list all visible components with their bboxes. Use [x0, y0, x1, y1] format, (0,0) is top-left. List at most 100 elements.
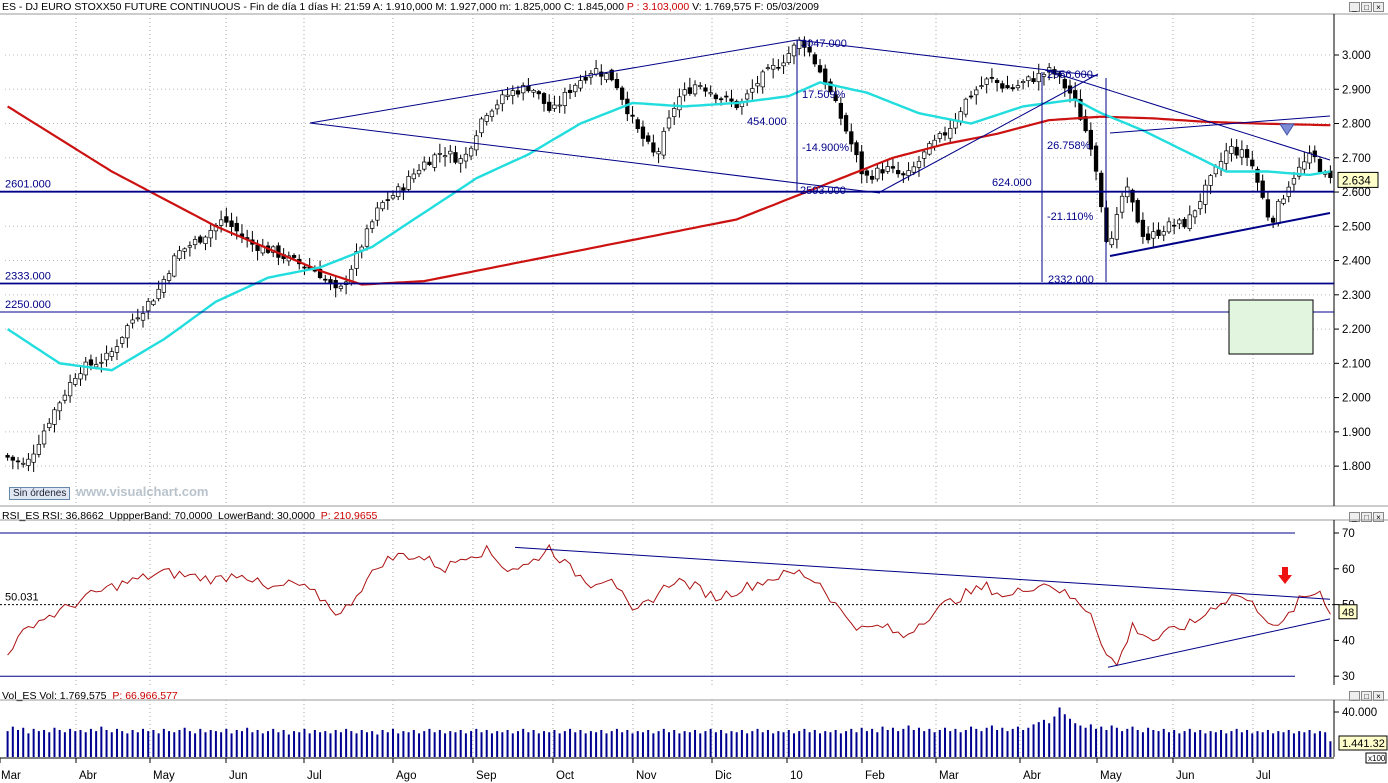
volume-bar — [527, 732, 530, 757]
candle-body — [1073, 90, 1078, 100]
trendline-lower-left — [309, 122, 798, 184]
trendline-lower-right — [796, 182, 881, 194]
rsi-last-label: 48 — [1342, 607, 1354, 619]
volume-bar — [470, 731, 473, 757]
volume-bar — [48, 732, 51, 757]
volume-bar — [808, 732, 811, 757]
candle-body — [83, 361, 88, 376]
candle-body — [515, 90, 521, 95]
candle-body — [729, 98, 734, 102]
rsi-panel-title: RSI_ES RSI: 36,8662 UppperBand: 70,0000 … — [2, 510, 377, 522]
candle-body — [1161, 231, 1166, 236]
candle-body — [807, 46, 812, 53]
volume-bar — [1282, 732, 1285, 757]
support-label-2601: 2601.000 — [5, 179, 51, 191]
candle-body — [724, 95, 729, 98]
candle-body — [750, 88, 755, 93]
candle-body — [1312, 150, 1317, 157]
price-y-tick-label: 2.200 — [1342, 324, 1371, 336]
candle-body — [541, 93, 547, 104]
target-zone-box — [1228, 299, 1314, 355]
candle-body — [198, 236, 203, 243]
rsi-p: P: 210,9655 — [320, 510, 378, 522]
maximize-button[interactable]: □ — [1361, 2, 1372, 12]
volume-bar — [1235, 728, 1238, 757]
candle-body — [1140, 219, 1146, 237]
candle-body — [1187, 214, 1192, 229]
candle-body — [817, 65, 823, 73]
volume-bar — [865, 731, 868, 757]
volume-bar — [178, 730, 181, 757]
volume-bar — [1287, 730, 1290, 757]
volume-bar — [1126, 728, 1129, 757]
close-button[interactable]: × — [1373, 2, 1384, 12]
rsi-maximize-button[interactable]: □ — [1361, 512, 1372, 522]
candle-body — [312, 269, 318, 272]
x-month-label: Jul — [1256, 770, 1271, 782]
candle-body — [1229, 146, 1234, 154]
sin-ordenes-button[interactable]: Sin órdenes — [9, 487, 71, 500]
candle-body — [744, 93, 750, 100]
volume-bar — [100, 726, 103, 757]
candle-body — [838, 102, 844, 119]
x-month-label: Mar — [939, 770, 959, 782]
candle-body — [583, 77, 588, 81]
candle-body — [422, 161, 427, 170]
candle-body — [494, 104, 500, 110]
volume-bar — [1230, 731, 1233, 757]
close-label: C: 1.845,000 — [563, 1, 624, 13]
volume-chart-svg[interactable]: 40.000 1.441.32 x100 Mar Abr May Jun Jul Ago Sep O… — [0, 686, 1388, 783]
volume-bar — [282, 730, 285, 757]
volume-bar — [386, 732, 389, 757]
price-chart-svg[interactable]: 3.000 2.900 2.800 2.700 2.600 2.500 2.400 2.300… — [0, 0, 1388, 507]
volume-bar — [345, 728, 348, 757]
x-month-label: Nov — [636, 770, 657, 782]
volume-bar — [589, 731, 592, 757]
candle-body — [885, 166, 890, 172]
rsi-minimize-button[interactable]: _ — [1349, 512, 1360, 522]
price-panel[interactable]: ES - DJ EURO STOXX50 FUTURE CONTINUOUS -… — [0, 0, 1388, 507]
price-panel-title: ES - DJ EURO STOXX50 FUTURE CONTINUOUS -… — [2, 1, 819, 13]
vol-y-tick-label: 40.000 — [1342, 707, 1377, 719]
minimize-button[interactable]: _ — [1349, 2, 1360, 12]
volume-bar — [626, 730, 629, 757]
candle-body — [218, 219, 224, 226]
volume-panel[interactable]: Vol_ES Vol: 1.769,575 P: 66.966,577 _ □ … — [0, 686, 1388, 783]
candle-body — [375, 207, 380, 221]
volume-bar — [897, 731, 900, 757]
volume-bar — [480, 732, 483, 757]
volume-bar — [891, 727, 894, 757]
candlesticks — [5, 36, 1333, 472]
volume-bar — [647, 730, 650, 757]
x-month-label: Feb — [865, 770, 885, 782]
candle-body — [573, 84, 578, 93]
candle-body — [166, 273, 172, 281]
candle-body — [156, 288, 161, 300]
volume-bar — [490, 733, 493, 757]
trendline-upper-left — [309, 39, 798, 124]
volume-name: Vol_ES Vol: 1.769,575 — [2, 690, 107, 702]
annotation-5: 2956.000 — [1047, 69, 1093, 81]
candle-body — [1307, 152, 1312, 164]
rsi-panel[interactable]: RSI_ES RSI: 36,8662 UppperBand: 70,0000 … — [0, 507, 1388, 686]
candle-body — [1031, 78, 1036, 82]
volume-bar — [1074, 723, 1077, 757]
volume-bar — [1100, 726, 1103, 757]
volume-bar — [766, 730, 769, 757]
volume-bar — [839, 733, 842, 757]
volume-window-controls: _ □ × — [1349, 691, 1384, 701]
candle-body — [708, 92, 713, 95]
candle-body — [1114, 214, 1120, 240]
rsi-close-button[interactable]: × — [1373, 512, 1384, 522]
volume-bar — [95, 731, 98, 757]
volume-bar — [1048, 723, 1051, 757]
candle-body — [635, 119, 640, 130]
candle-body — [1052, 69, 1057, 75]
volume-bar — [1266, 730, 1269, 757]
candle-body — [672, 108, 677, 117]
candle-body — [52, 409, 57, 425]
price-y-tick-label: 2.300 — [1342, 290, 1371, 302]
volume-bar — [157, 733, 160, 757]
volume-bar — [756, 728, 759, 757]
